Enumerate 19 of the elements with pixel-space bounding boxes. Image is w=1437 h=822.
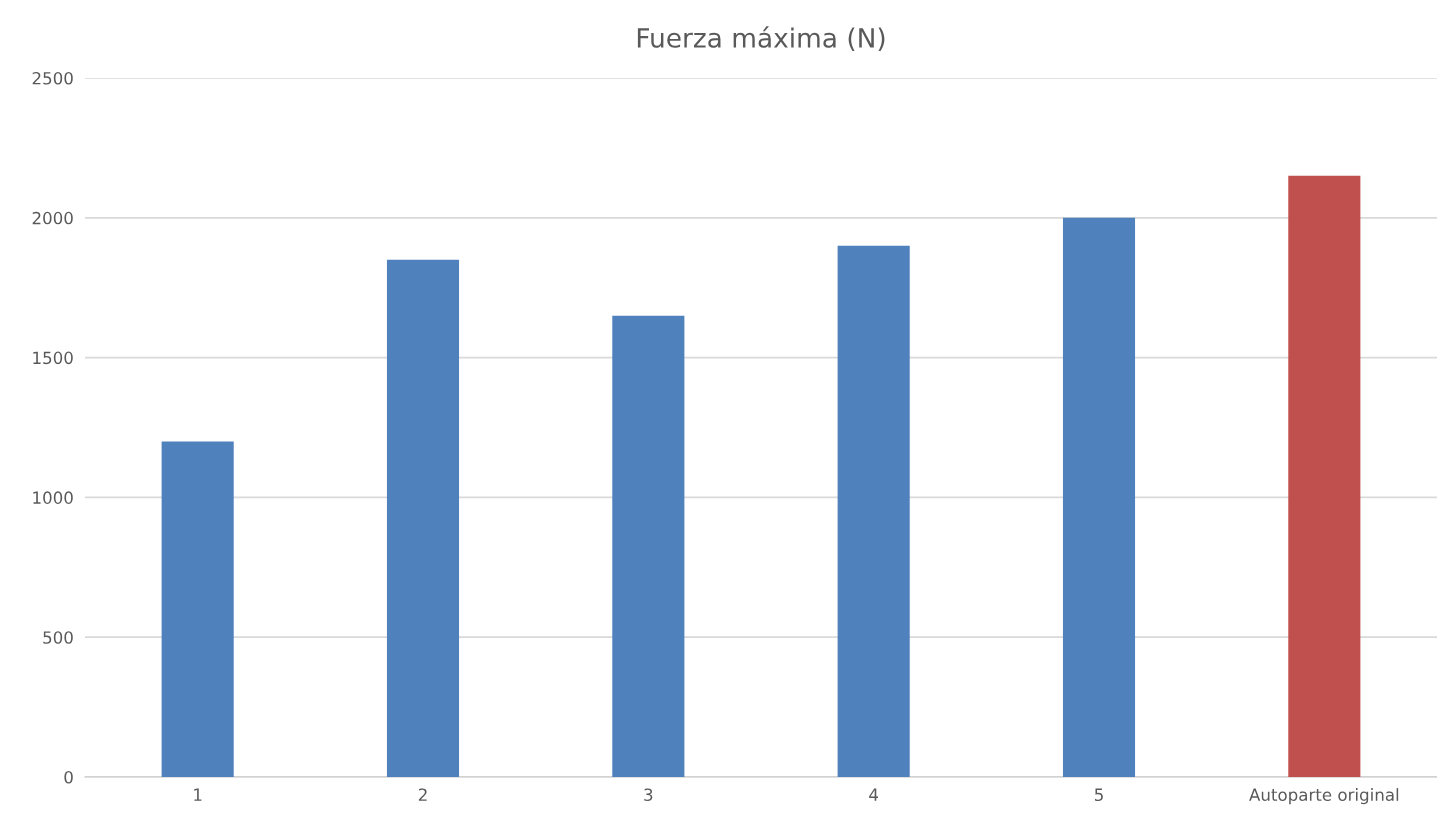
- bar: [837, 245, 910, 777]
- bar: [386, 259, 460, 777]
- y-tick-label: 1000: [33, 491, 73, 504]
- x-tick-label: 4: [869, 788, 879, 801]
- x-tick-label: 1: [194, 788, 202, 801]
- y-tick-label: 500: [43, 631, 73, 644]
- x-tick-label: 5: [1094, 788, 1103, 802]
- y-tick-label: 0: [64, 770, 73, 784]
- bar: [161, 441, 234, 777]
- x-tick-label: 3: [644, 788, 653, 802]
- bar: [612, 315, 685, 777]
- y-tick-label: 2000: [32, 211, 73, 225]
- y-tick-label: 2500: [32, 71, 73, 85]
- bar: [1062, 217, 1136, 777]
- bar: [1288, 175, 1361, 777]
- x-tick-label: 2: [418, 788, 427, 801]
- y-tick-label: 1500: [33, 351, 73, 365]
- x-tick-label: Autoparte original: [1249, 788, 1399, 805]
- chart-title: Fuerza máxima (N): [637, 26, 885, 51]
